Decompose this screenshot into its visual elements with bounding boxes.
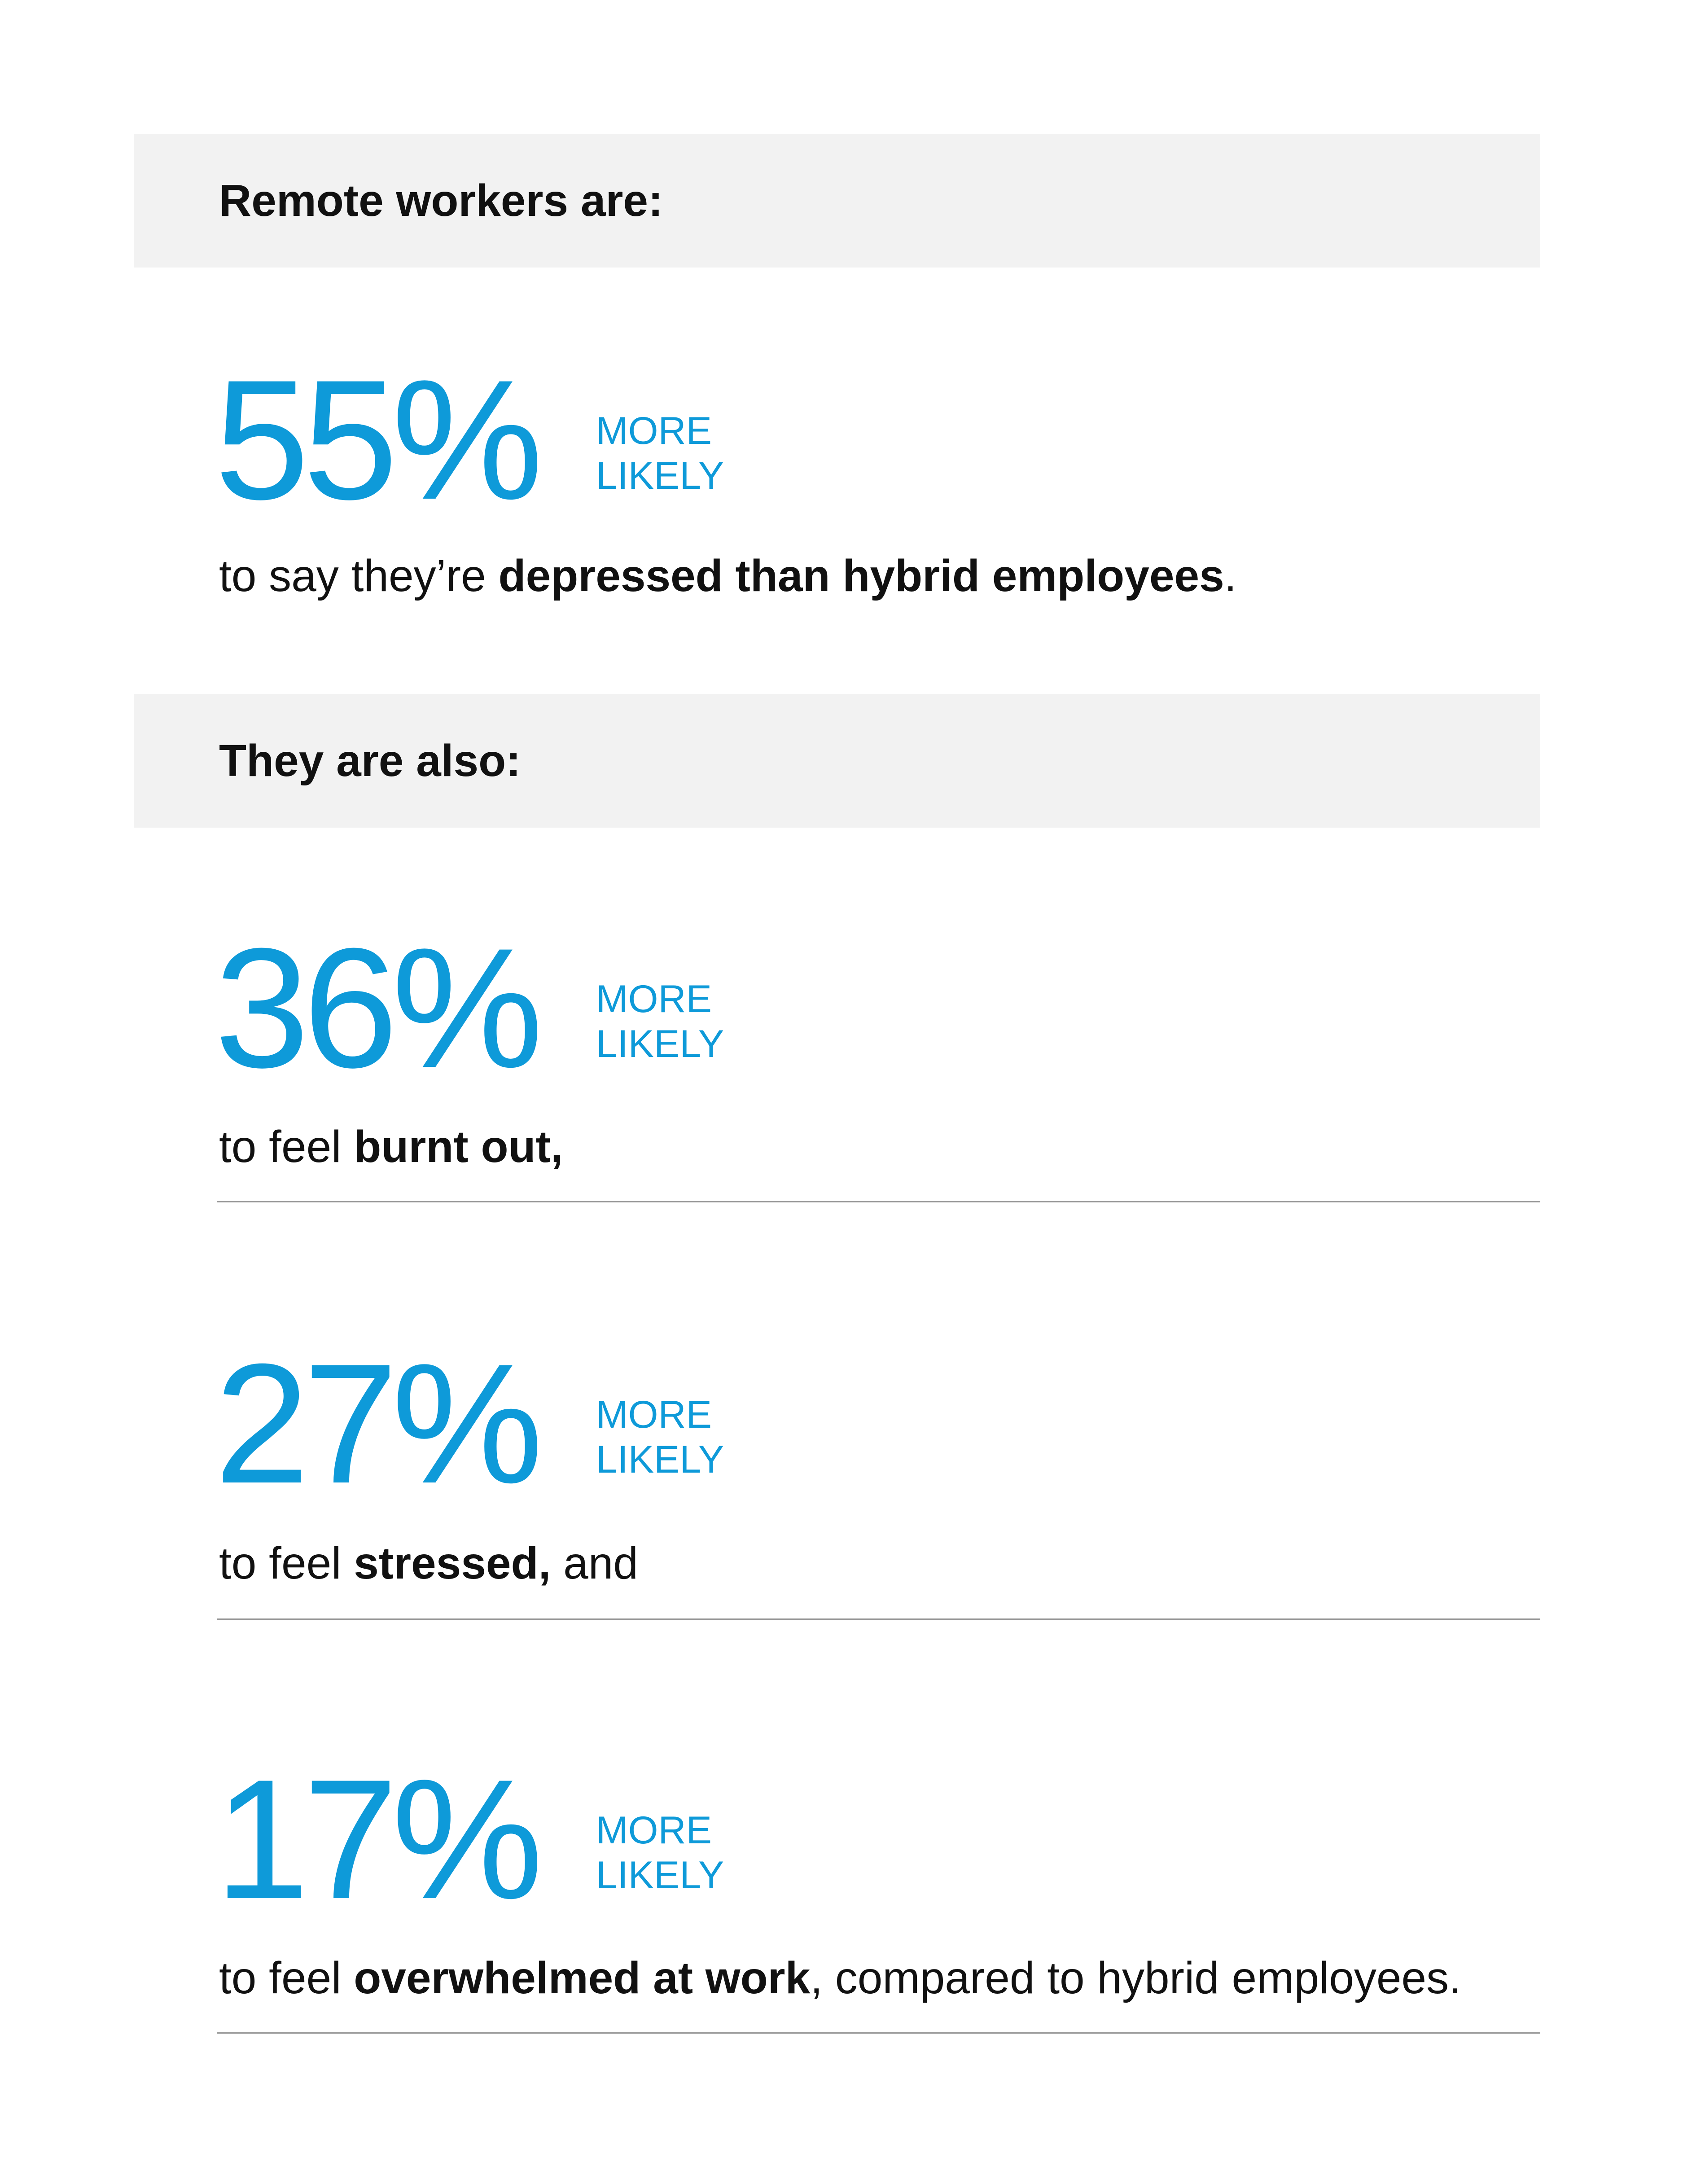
section-title: Remote workers are: bbox=[219, 175, 663, 226]
stat-percent: 17% bbox=[215, 1744, 543, 1934]
stat-description: to feel burnt out, bbox=[219, 1118, 563, 1176]
stat-percent: 27% bbox=[215, 1328, 543, 1519]
likely-label: LIKELY bbox=[596, 1022, 724, 1066]
desc-text: to feel bbox=[219, 1538, 354, 1588]
divider bbox=[217, 1618, 1540, 1620]
desc-bold-text: burnt out, bbox=[354, 1122, 563, 1172]
more-likely-label: MORE LIKELY bbox=[596, 1808, 724, 1898]
likely-label: LIKELY bbox=[596, 1438, 724, 1481]
desc-text-end: , compared to hybrid employees. bbox=[810, 1953, 1461, 2003]
desc-text-end: and bbox=[551, 1538, 639, 1588]
more-label: MORE bbox=[596, 1809, 712, 1852]
more-likely-label: MORE LIKELY bbox=[596, 408, 724, 498]
more-likely-label: MORE LIKELY bbox=[596, 977, 724, 1066]
stat-block-burnt-out: 36% MORE LIKELY bbox=[215, 923, 1540, 1093]
more-likely-label: MORE LIKELY bbox=[596, 1392, 724, 1482]
more-label: MORE bbox=[596, 1393, 712, 1436]
stat-description: to feel overwhelmed at work, compared to… bbox=[219, 1949, 1461, 2007]
likely-label: LIKELY bbox=[596, 1854, 724, 1897]
desc-text-end: . bbox=[1224, 551, 1237, 601]
desc-bold-text: stressed, bbox=[354, 1538, 551, 1588]
header-band-remote-workers: Remote workers are: bbox=[134, 134, 1540, 268]
stat-description: to say they’re depressed than hybrid emp… bbox=[219, 547, 1237, 605]
stat-percent: 36% bbox=[215, 912, 543, 1103]
likely-label: LIKELY bbox=[596, 454, 724, 497]
desc-text: to feel bbox=[219, 1122, 354, 1172]
more-label: MORE bbox=[596, 978, 712, 1021]
desc-bold-text: overwhelmed at work bbox=[354, 1953, 811, 2003]
stat-block-depressed: 55% MORE LIKELY bbox=[215, 355, 1540, 525]
desc-text: to say they’re bbox=[219, 551, 499, 601]
more-label: MORE bbox=[596, 409, 712, 452]
header-band-also: They are also: bbox=[134, 694, 1540, 828]
stat-block-overwhelmed: 17% MORE LIKELY bbox=[215, 1754, 1540, 1925]
desc-text: to feel bbox=[219, 1953, 354, 2003]
divider bbox=[217, 2032, 1540, 2034]
divider bbox=[217, 1201, 1540, 1202]
desc-bold-text: depressed than hybrid employees bbox=[498, 551, 1224, 601]
stat-block-stressed: 27% MORE LIKELY bbox=[215, 1338, 1540, 1509]
stat-description: to feel stressed, and bbox=[219, 1534, 638, 1592]
section-title: They are also: bbox=[219, 736, 521, 786]
stat-percent: 55% bbox=[215, 344, 543, 535]
